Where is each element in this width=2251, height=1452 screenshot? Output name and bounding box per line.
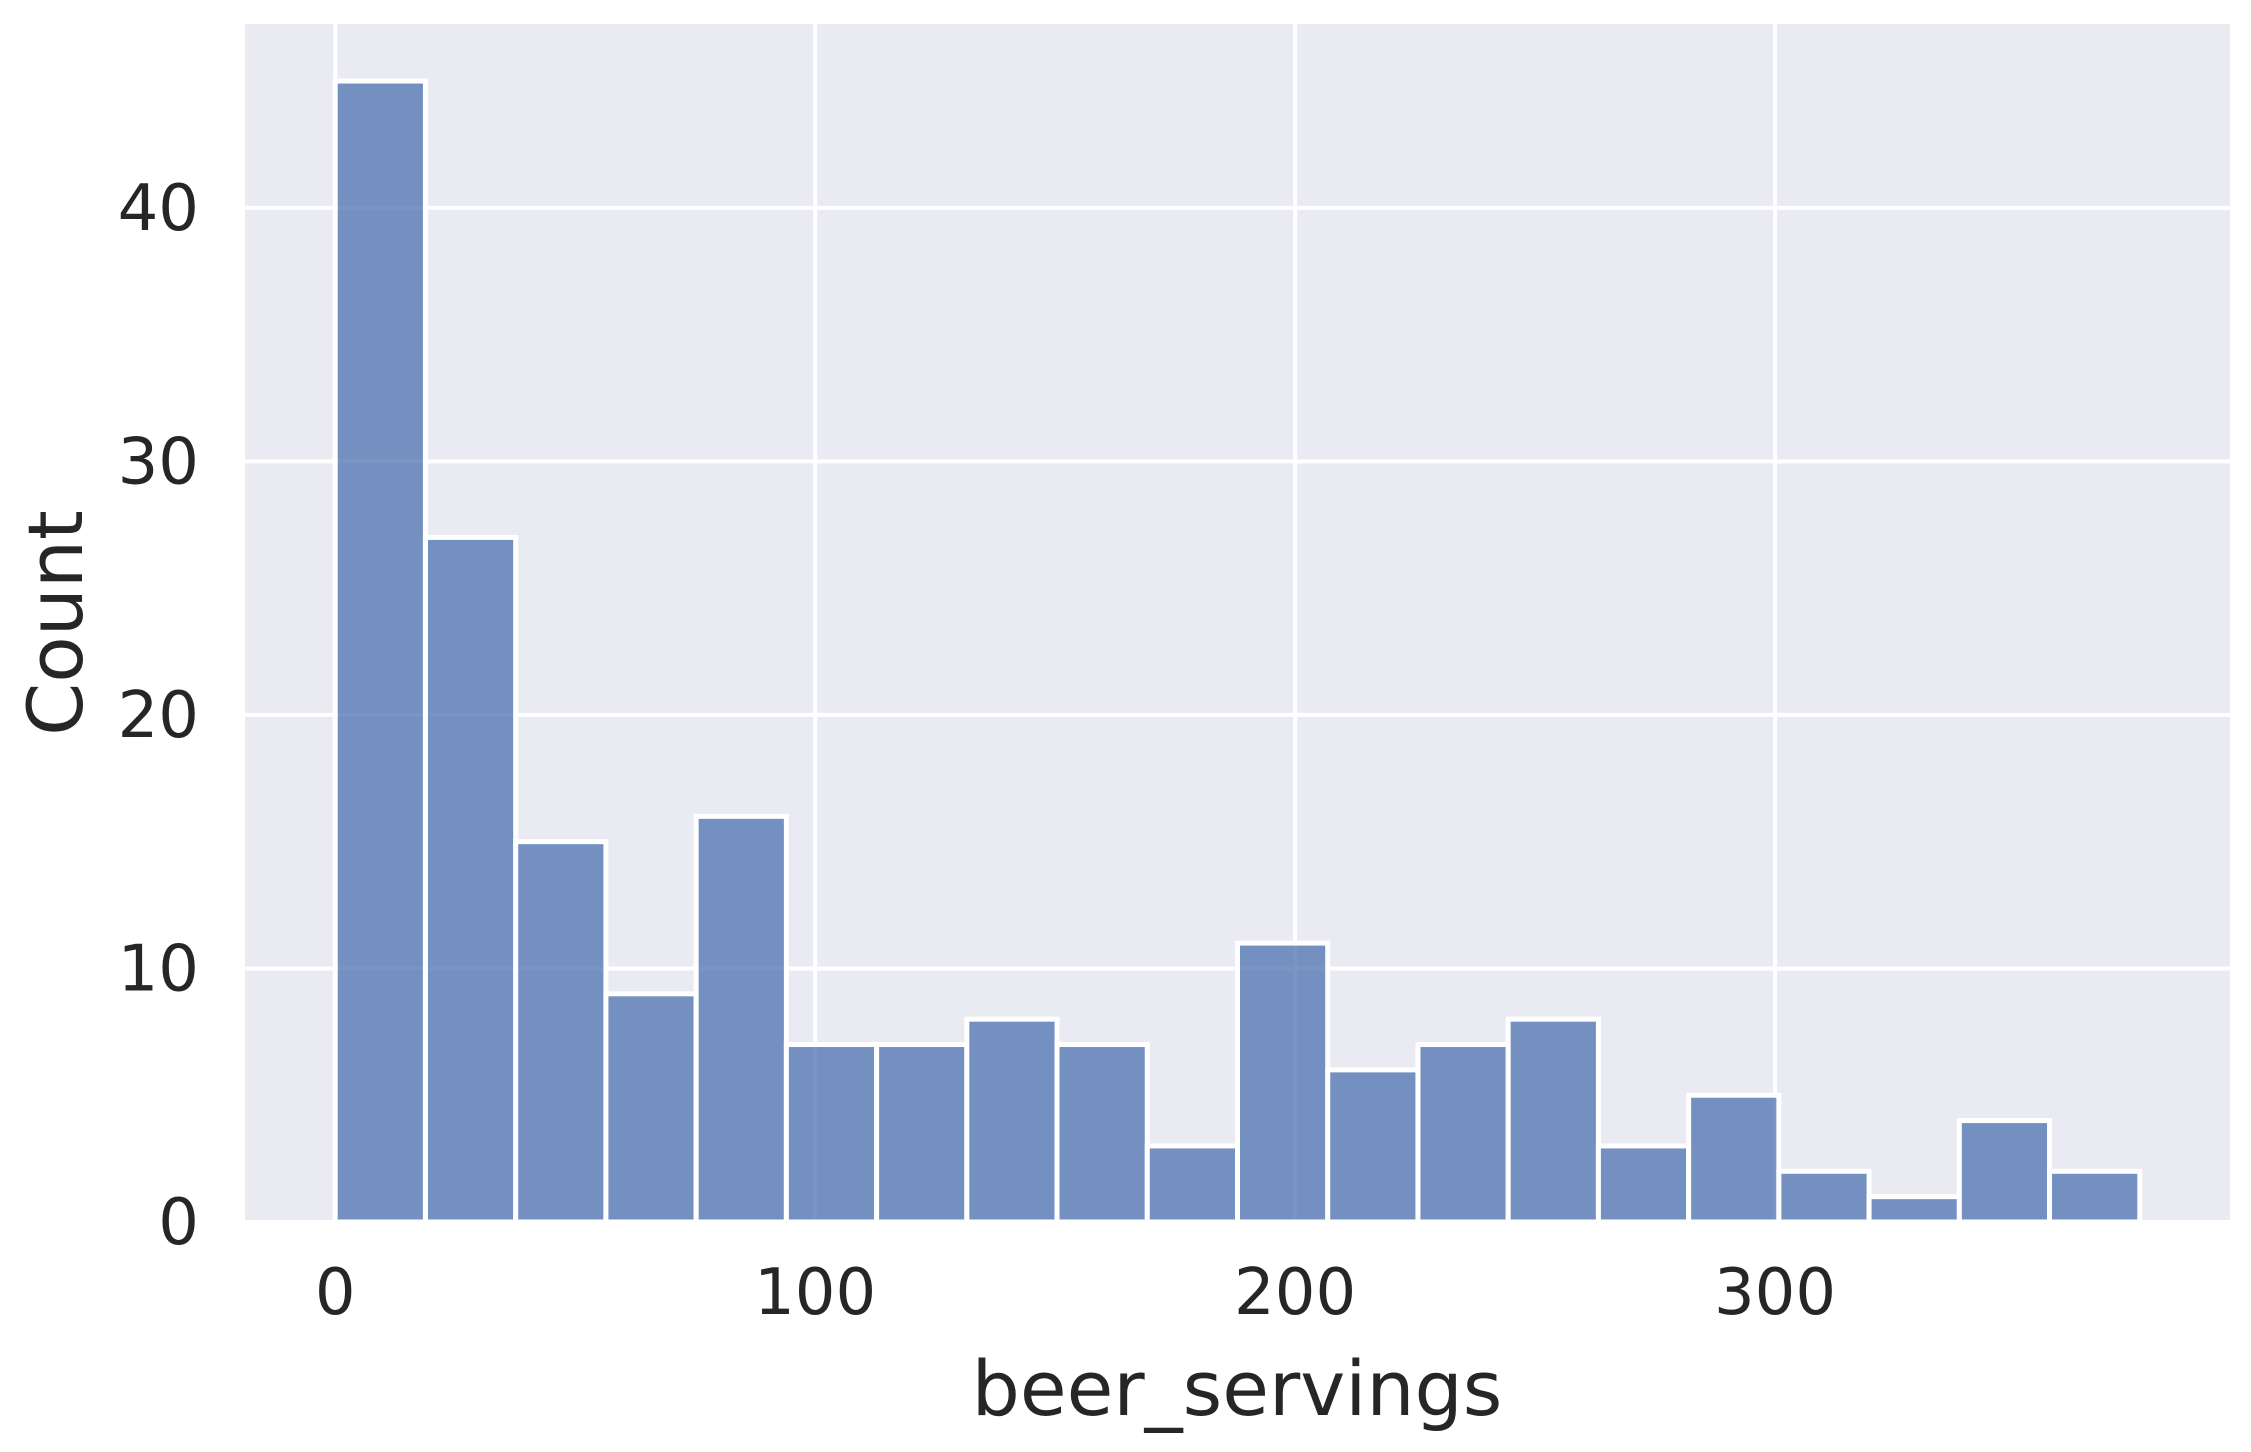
x-tick-label: 300 bbox=[1714, 1256, 1836, 1330]
histogram-bars bbox=[332, 78, 2143, 1225]
histogram-bar bbox=[1595, 1143, 1692, 1225]
histogram-bar bbox=[693, 813, 789, 1225]
histogram-bar bbox=[603, 991, 699, 1225]
histogram-bar bbox=[2047, 1168, 2143, 1225]
x-tick-label: 200 bbox=[1234, 1256, 1356, 1330]
y-tick-label: 0 bbox=[158, 1186, 199, 1260]
x-tick-label: 100 bbox=[754, 1256, 876, 1330]
histogram-bar bbox=[1054, 1042, 1150, 1225]
histogram-bar bbox=[332, 78, 428, 1225]
y-tick-label: 20 bbox=[118, 679, 199, 753]
x-tick-labels: 0 100 200 300 bbox=[315, 1256, 1836, 1330]
x-tick-label: 0 bbox=[315, 1256, 356, 1330]
histogram-bar bbox=[1686, 1092, 1782, 1225]
histogram-bar bbox=[964, 1016, 1060, 1225]
histogram-bar bbox=[1505, 1016, 1601, 1225]
histogram-bar bbox=[1235, 940, 1331, 1225]
histogram-bar bbox=[1866, 1194, 1962, 1225]
histogram-bar bbox=[874, 1042, 970, 1225]
y-tick-label: 10 bbox=[118, 932, 199, 1006]
histogram-bar bbox=[1325, 1067, 1421, 1225]
histogram-bar bbox=[1144, 1143, 1240, 1225]
histogram-bar bbox=[513, 839, 609, 1225]
histogram-bar bbox=[1776, 1168, 1872, 1225]
y-axis-label: Count bbox=[11, 510, 100, 736]
y-tick-label: 40 bbox=[118, 172, 199, 246]
x-axis-label: beer_servings bbox=[972, 1344, 1503, 1433]
histogram-bar bbox=[783, 1042, 880, 1225]
histogram-bar bbox=[422, 534, 519, 1225]
histogram-bar bbox=[1956, 1118, 2053, 1225]
y-tick-label: 30 bbox=[118, 425, 199, 499]
histogram-bar bbox=[1415, 1042, 1511, 1225]
y-tick-labels: 0 10 20 30 40 bbox=[118, 172, 199, 1260]
